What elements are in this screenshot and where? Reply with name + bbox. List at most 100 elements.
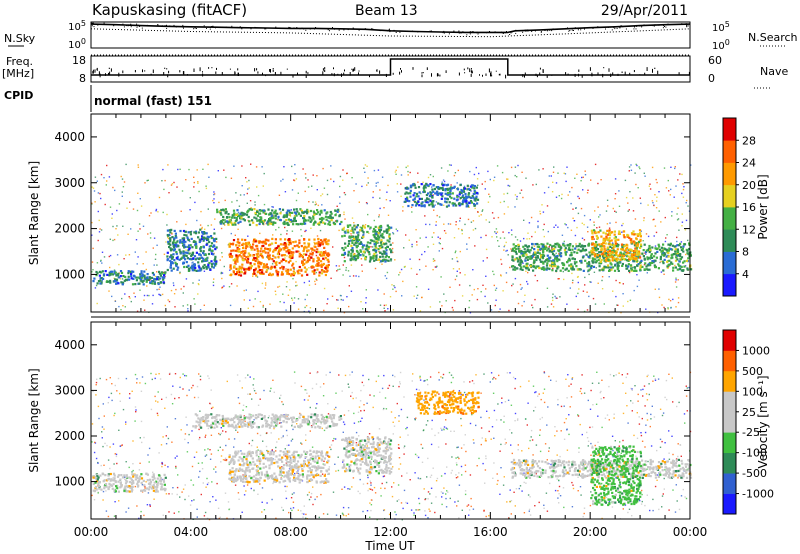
velocity-speck <box>556 478 558 480</box>
power-speck <box>437 236 439 238</box>
noise-scatter-point <box>573 30 574 31</box>
power-echo-6 <box>682 261 685 264</box>
power-speck <box>456 182 458 184</box>
power-echo-4 <box>387 256 390 259</box>
power-echo-3 <box>297 269 300 272</box>
power-echo-1 <box>175 257 178 260</box>
power-speck <box>572 217 574 219</box>
power-echo-6 <box>515 252 518 255</box>
power-speck <box>505 241 507 244</box>
velocity-speck <box>608 385 610 388</box>
power-speck <box>519 240 522 242</box>
power-echo-1 <box>195 269 198 272</box>
power-echo-0 <box>100 281 103 284</box>
velocity-speck <box>303 505 305 507</box>
power-echo-6 <box>649 263 652 267</box>
power-echo-6 <box>657 243 660 246</box>
power-echo-2 <box>288 220 292 223</box>
velocity-speck <box>338 374 340 376</box>
power-speck <box>185 223 187 226</box>
power-speck <box>392 242 394 244</box>
nave-scatter-point <box>603 67 605 69</box>
power-speck <box>674 264 676 267</box>
power-echo-2 <box>328 220 331 223</box>
power-echo-6 <box>683 265 686 268</box>
velocity-speck <box>348 466 350 468</box>
velocity-speck <box>570 396 573 398</box>
power-speck <box>531 304 533 306</box>
power-echo-5 <box>429 191 432 194</box>
power-echo-2 <box>318 221 321 225</box>
velocity-speck <box>306 494 309 496</box>
velocity-speck <box>468 514 470 516</box>
power-speck <box>122 186 125 188</box>
power-echo-1 <box>208 261 211 265</box>
power-echo-3 <box>291 264 294 267</box>
power-speck <box>582 176 584 178</box>
power-echo-3 <box>310 256 313 259</box>
velocity-speck <box>175 465 177 468</box>
power-echo-3 <box>323 251 326 254</box>
power-speck <box>571 186 573 189</box>
power-speck <box>109 254 112 257</box>
power-echo-1 <box>210 260 213 263</box>
power-speck <box>505 250 507 252</box>
velocity-speck <box>159 378 162 380</box>
power-echo-6 <box>671 244 674 247</box>
power-echo-1 <box>207 252 211 256</box>
power-echo-2 <box>238 214 241 218</box>
power-speck <box>129 297 131 299</box>
power-speck <box>128 296 130 298</box>
velocity-speck <box>638 423 641 425</box>
power-echo-4 <box>374 245 377 248</box>
power-speck <box>633 289 635 292</box>
power-echo-3 <box>247 267 250 270</box>
power-speck <box>482 260 484 262</box>
power-echo-6 <box>588 268 591 271</box>
power-echo-4 <box>389 243 392 246</box>
power-speck <box>468 306 470 309</box>
power-speck <box>194 303 196 305</box>
power-speck <box>377 181 379 184</box>
power-echo-3 <box>291 253 294 256</box>
power-echo-0 <box>156 276 159 279</box>
power-echo-0 <box>145 280 148 283</box>
power-speck <box>311 250 313 252</box>
power-speck <box>496 165 499 167</box>
power-speck <box>643 264 646 266</box>
power-speck <box>185 179 187 181</box>
power-echo-6 <box>643 243 646 246</box>
power-echo-4 <box>357 252 360 255</box>
power-echo-7 <box>630 255 633 258</box>
power-speck <box>395 173 397 175</box>
power-echo-3 <box>326 269 329 272</box>
velocity-speck <box>181 491 183 493</box>
power-speck <box>454 278 457 281</box>
power-echo-6 <box>639 268 642 271</box>
power-echo-7 <box>619 258 622 261</box>
power-echo-0 <box>118 276 121 279</box>
power-echo-6 <box>676 258 679 261</box>
power-echo-6 <box>517 243 520 246</box>
power-echo-6 <box>670 257 673 260</box>
power-echo-1 <box>182 250 185 253</box>
power-echo-6 <box>600 259 603 262</box>
power-echo-0 <box>120 271 124 274</box>
power-speck <box>134 296 136 298</box>
power-speck <box>309 307 312 309</box>
power-echo-2 <box>276 212 279 215</box>
power-echo-2 <box>318 213 321 216</box>
power-echo-6 <box>596 248 600 251</box>
velocity-speck <box>312 503 314 506</box>
power-speck <box>675 279 677 281</box>
power-echo-5 <box>423 190 426 193</box>
power-echo-1 <box>169 247 172 250</box>
power-echo-1 <box>202 250 205 253</box>
power-echo-3 <box>292 251 295 254</box>
power-speck <box>583 239 586 241</box>
power-speck <box>463 185 466 188</box>
power-speck <box>632 197 634 199</box>
power-echo-6 <box>542 253 545 256</box>
power-echo-6 <box>646 256 649 259</box>
power-speck <box>122 225 124 227</box>
